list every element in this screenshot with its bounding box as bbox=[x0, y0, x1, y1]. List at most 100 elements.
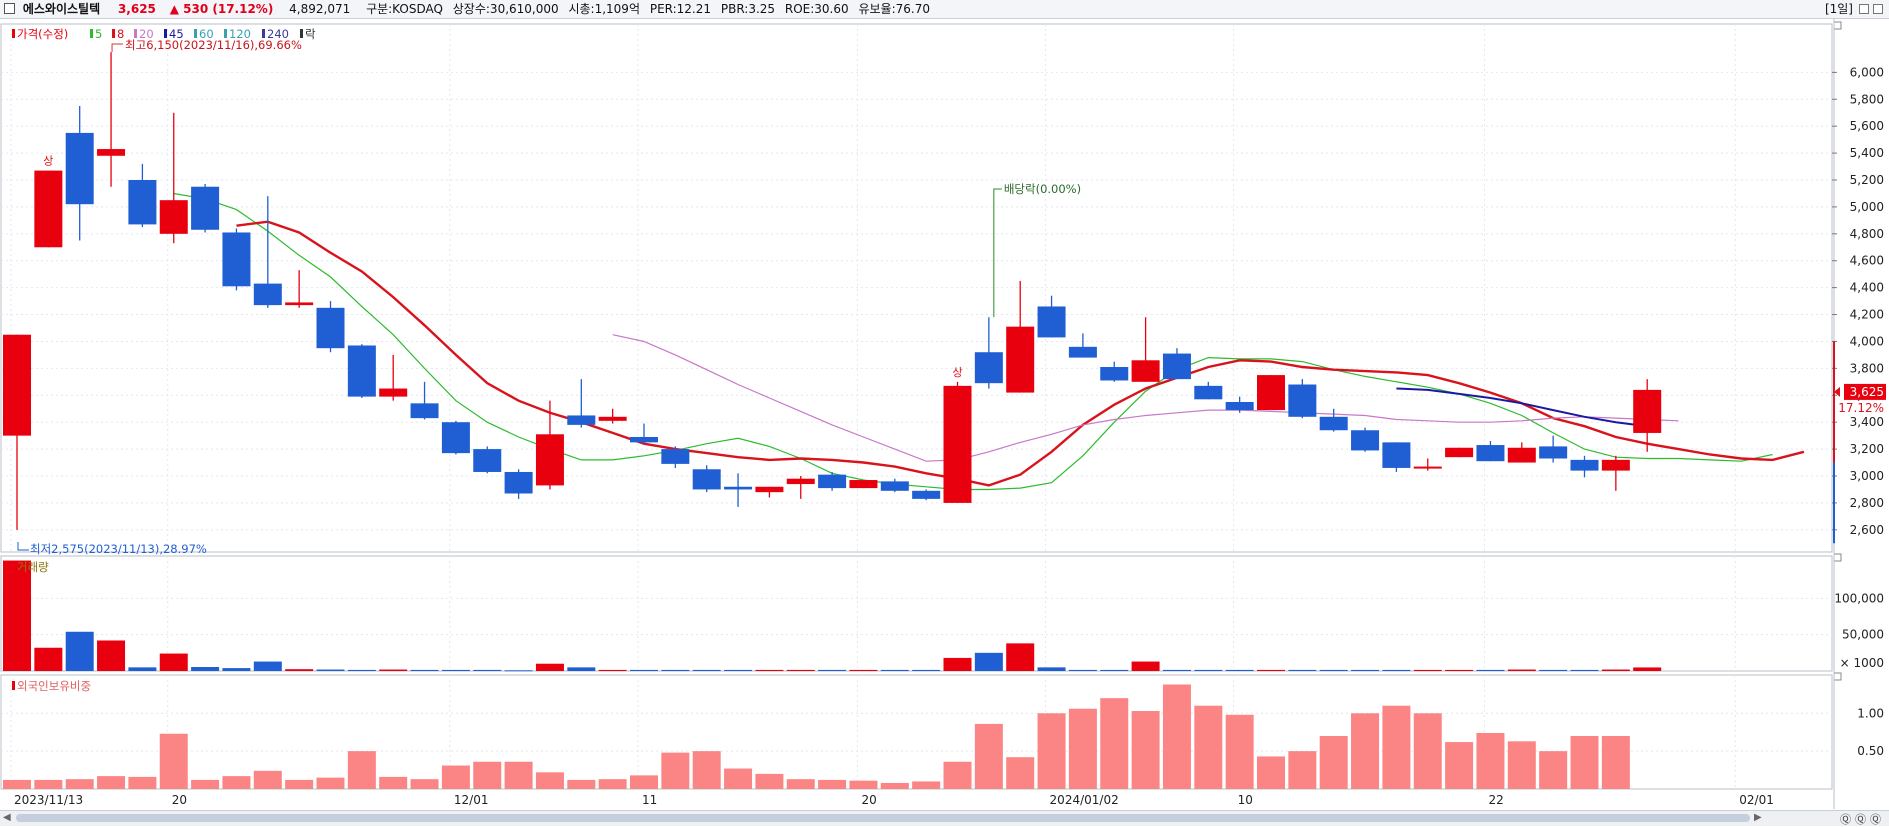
axis-labels: 6,000 5,800 5,600 5,400 5,200 5,000 4,800 4,600… bbox=[14, 65, 1886, 807]
x-tick-label: 10 bbox=[1238, 793, 1253, 807]
candle-body bbox=[1601, 459, 1630, 471]
foreign-bar bbox=[630, 775, 658, 789]
x-tick-label: 20 bbox=[172, 793, 187, 807]
foreign-bar bbox=[97, 776, 126, 789]
foreign-bar bbox=[379, 776, 408, 789]
maximize-icon[interactable] bbox=[1873, 4, 1883, 14]
legend-marker bbox=[164, 29, 167, 38]
volume-bar bbox=[535, 663, 564, 671]
foreign-bar bbox=[65, 779, 94, 789]
candle-body bbox=[504, 471, 533, 494]
foreign-bar bbox=[159, 733, 188, 789]
volume-bar bbox=[1225, 669, 1254, 671]
volume-bar bbox=[253, 661, 282, 671]
y-tick-label: 5,600 bbox=[1850, 119, 1884, 133]
foreign-bar bbox=[285, 779, 314, 789]
legend-entry: 8 bbox=[117, 27, 124, 41]
scroll-right-icon[interactable]: ▶ bbox=[1754, 812, 1762, 823]
candle-body bbox=[692, 469, 721, 490]
foreign-ownership-panel[interactable]: 외국인보유비중 bbox=[3, 679, 1630, 789]
volume-bar bbox=[504, 670, 533, 672]
volume-bar bbox=[567, 667, 596, 671]
volume-bar bbox=[1006, 643, 1035, 671]
foreign-bar bbox=[316, 777, 345, 789]
candle-body bbox=[410, 403, 439, 419]
stock-chart[interactable]: 가격(수정) 5 8 20 45 60 120 240 락최고6,150(2023/11/16)… bbox=[0, 19, 1889, 809]
foreign-bar bbox=[191, 779, 220, 789]
volume-bar bbox=[347, 669, 376, 671]
foreign-bar bbox=[222, 776, 251, 789]
candle-body bbox=[379, 388, 408, 397]
price-panel[interactable]: 가격(수정) 5 8 20 45 60 120 240 락최고6,150(2023/11/16)… bbox=[3, 27, 1805, 556]
candle-body bbox=[786, 478, 815, 485]
y-tick-label: 4,400 bbox=[1850, 281, 1884, 295]
x-tick-label: 2023/11/13 bbox=[14, 793, 83, 807]
volume-bar bbox=[1162, 669, 1191, 671]
volume-tick-label: 100,000 bbox=[1834, 591, 1884, 605]
volume-bar bbox=[159, 653, 188, 671]
foreign-bar bbox=[724, 768, 753, 789]
foreign-title: 외국인보유비중 bbox=[17, 679, 91, 693]
volume-bar bbox=[1068, 669, 1097, 671]
legend-marker bbox=[224, 29, 227, 38]
price-change: ▲ 530 (17.12%) bbox=[169, 2, 274, 16]
volume-bar bbox=[1100, 669, 1129, 671]
candle-body bbox=[1225, 402, 1254, 411]
current-price-marker bbox=[1834, 386, 1840, 397]
legend-marker bbox=[262, 29, 265, 38]
foreign-bar bbox=[598, 779, 627, 789]
zoom-out-icon[interactable]: Ⓠ bbox=[1855, 813, 1866, 826]
volume-bar bbox=[1570, 669, 1599, 671]
foreign-bar bbox=[755, 773, 784, 789]
pbr-value: PBR:3.25 bbox=[720, 2, 776, 16]
horizontal-scrollbar[interactable]: ◀ ▶ Ⓠ Ⓠ Ⓠ bbox=[0, 810, 1889, 826]
foreign-bar bbox=[912, 781, 941, 789]
candle-body bbox=[849, 480, 878, 489]
y-tick-label: 2,600 bbox=[1850, 523, 1884, 537]
y-tick-label: 5,000 bbox=[1850, 200, 1884, 214]
foreign-bar bbox=[347, 751, 376, 789]
volume-bar bbox=[724, 669, 753, 671]
volume-bar bbox=[1257, 669, 1285, 671]
zoom-reset-icon[interactable]: Ⓠ bbox=[1870, 813, 1881, 826]
volume-bar bbox=[786, 669, 815, 671]
panel-frame-1 bbox=[0, 555, 1833, 672]
foreign-bar bbox=[943, 761, 972, 789]
foreign-tick-label: 0.50 bbox=[1857, 744, 1884, 758]
candle-body bbox=[567, 415, 596, 425]
current-price-label: 3,625 bbox=[1850, 385, 1884, 399]
y-tick-label: 6,000 bbox=[1850, 65, 1884, 79]
foreign-bar bbox=[567, 779, 596, 789]
panel-close-icon bbox=[1833, 553, 1842, 562]
volume-bar bbox=[3, 560, 31, 671]
candle-body bbox=[724, 486, 753, 490]
foreign-bar bbox=[1225, 714, 1254, 789]
scroll-left-icon[interactable]: ◀ bbox=[3, 812, 11, 823]
checkbox[interactable] bbox=[4, 3, 15, 14]
legend-entry: 5 bbox=[95, 27, 102, 41]
foreign-bar bbox=[1257, 756, 1285, 789]
period-selector[interactable]: [1일] bbox=[1824, 2, 1853, 16]
minimize-icon[interactable] bbox=[1859, 4, 1869, 14]
candle-body bbox=[65, 132, 94, 205]
volume-panel[interactable]: 거래량 bbox=[3, 560, 1662, 672]
ma-line-45 bbox=[1396, 387, 1648, 428]
foreign-bar bbox=[1162, 684, 1191, 789]
current-price-box bbox=[1844, 383, 1886, 400]
legend-entry: 60 bbox=[199, 27, 214, 41]
ma-line-20 bbox=[612, 334, 1679, 462]
annotation-high: 최고6,150(2023/11/16),69.66% bbox=[125, 38, 302, 52]
current-price: 3,625 bbox=[117, 2, 156, 16]
foreign-bar bbox=[1006, 757, 1035, 789]
volume-bar bbox=[65, 631, 94, 671]
candle-body bbox=[3, 334, 31, 436]
volume-bar bbox=[441, 669, 470, 671]
legend-entry: 240 bbox=[267, 27, 289, 41]
legend-marker bbox=[194, 29, 197, 38]
limit-up-label: 상 bbox=[43, 155, 53, 168]
y-tick-label: 3,800 bbox=[1850, 361, 1884, 375]
stock-header: 에스와이스틸텍 3,625 ▲ 530 (17.12%) 4,892,071 구… bbox=[0, 0, 1889, 19]
scroll-thumb[interactable] bbox=[16, 814, 1750, 822]
low-pointer bbox=[17, 542, 29, 551]
zoom-in-icon[interactable]: Ⓠ bbox=[1840, 813, 1851, 826]
